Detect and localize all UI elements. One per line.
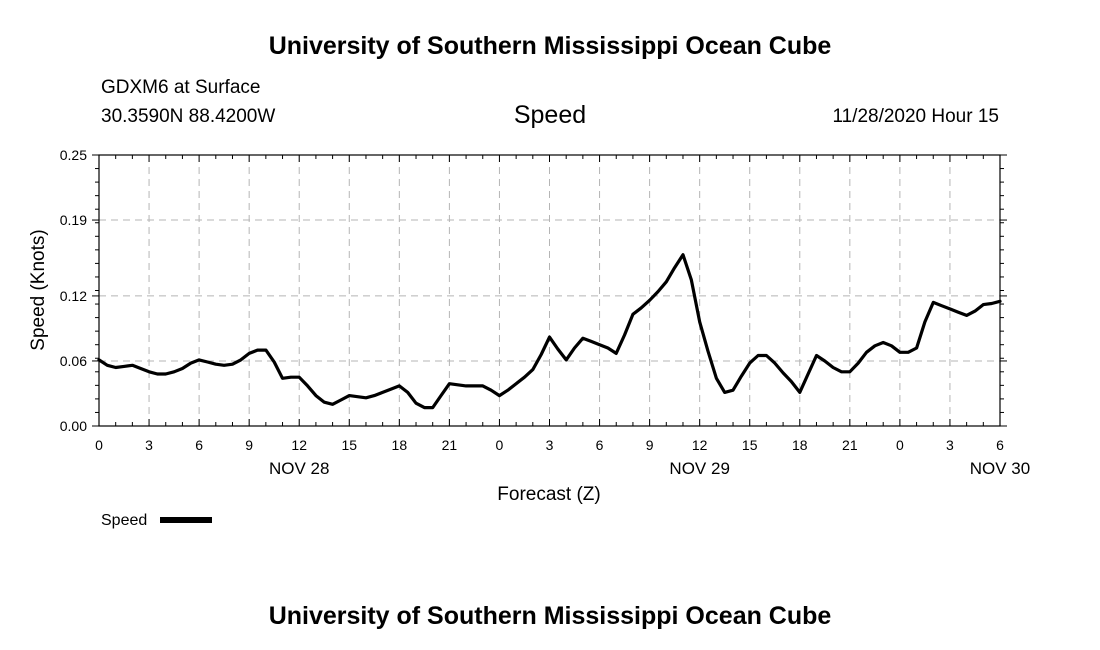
y-tick-labels: 0.00 0.06 0.12 0.19 0.25 (60, 147, 87, 434)
grid-lines (99, 155, 1000, 426)
legend-swatch (160, 517, 212, 523)
x-tick-label: 21 (842, 437, 858, 453)
bottom-title: University of Southern Mississippi Ocean… (268, 602, 832, 630)
x-tick-label: 0 (95, 437, 103, 453)
x-tick-label: 3 (546, 437, 554, 453)
x-tick-label: 3 (946, 437, 954, 453)
day-label: NOV 29 (669, 459, 729, 478)
chart-title: Speed (513, 101, 587, 129)
y-tick-label: 0.25 (60, 147, 87, 163)
x-tick-label: 6 (996, 437, 1004, 453)
x-tick-labels: 0 3 6 9 12 15 18 21 0 3 6 9 12 15 18 21 0 3 6 (95, 437, 1004, 453)
x-tick-label: 18 (792, 437, 808, 453)
coordinates-label: 30.3590N 88.4200W (101, 106, 276, 127)
x-tick-label: 15 (742, 437, 758, 453)
y-tick-label: 0.00 (60, 418, 87, 434)
x-tick-label: 12 (692, 437, 708, 453)
x-tick-label: 12 (291, 437, 307, 453)
datetime-label: 11/28/2020 Hour 15 (832, 106, 999, 127)
x-axis-label: Forecast (Z) (497, 484, 600, 505)
speed-series-line (97, 253, 1002, 410)
y-axis-label: Speed (Knots) (28, 229, 49, 350)
x-tick-label: 21 (442, 437, 458, 453)
speed-chart: 0.00 0.06 0.12 0.19 0.25 0 3 6 9 12 15 18 21 0 3 6 9 12 1… (28, 147, 1030, 529)
top-title: University of Southern Mississippi Ocean… (268, 32, 832, 60)
x-tick-label: 0 (496, 437, 504, 453)
x-tick-label: 6 (596, 437, 604, 453)
y-tick-label: 0.19 (60, 212, 87, 228)
plot-frame (98, 154, 1001, 427)
axis-ticks (92, 154, 1007, 427)
x-tick-label: 9 (646, 437, 654, 453)
x-tick-label: 9 (245, 437, 253, 453)
legend-label: Speed (101, 512, 147, 529)
y-tick-label: 0.06 (60, 353, 87, 369)
x-tick-label: 0 (896, 437, 904, 453)
x-tick-label: 15 (341, 437, 357, 453)
x-tick-label: 18 (392, 437, 408, 453)
y-tick-label: 0.12 (60, 288, 87, 304)
day-label: NOV 28 (269, 459, 329, 478)
x-tick-label: 3 (145, 437, 153, 453)
day-label: NOV 30 (970, 459, 1030, 478)
x-tick-label: 6 (195, 437, 203, 453)
day-labels: NOV 28 NOV 29 NOV 30 (269, 459, 1030, 478)
station-label: GDXM6 at Surface (101, 77, 261, 98)
